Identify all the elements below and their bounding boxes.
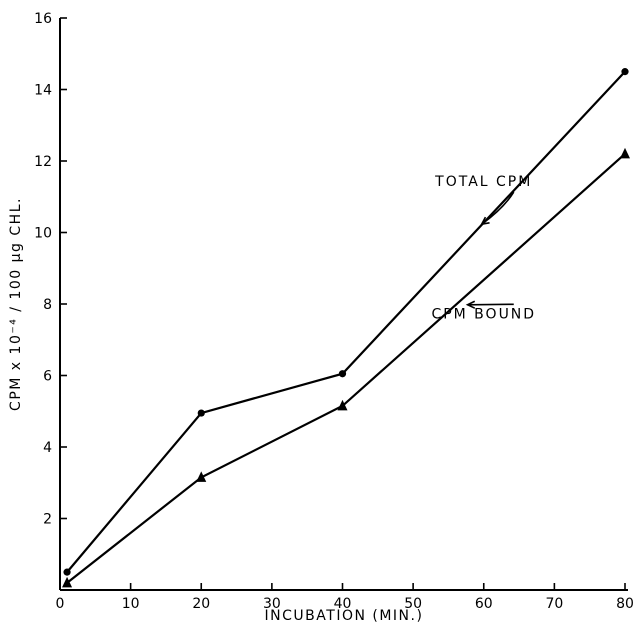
- x-tick-label: 0: [56, 596, 65, 612]
- annotation-arrowhead: [465, 300, 476, 309]
- data-point-triangle: [620, 147, 630, 159]
- annotation-arrow: [481, 191, 515, 225]
- series-line-1: [66, 153, 626, 584]
- x-ticks: 0 10 20 30 40 50 60 70 80: [56, 583, 634, 612]
- y-tick-label: 16: [34, 11, 52, 27]
- annotation-label: TOTAL CPM: [434, 174, 532, 190]
- x-tick-label: 40: [334, 596, 352, 612]
- x-tick-label: 30: [263, 596, 281, 612]
- x-tick-label: 70: [545, 596, 563, 612]
- data-point-circle: [338, 370, 347, 378]
- x-tick-label: 20: [192, 596, 210, 612]
- axes: [59, 18, 628, 591]
- data-point-triangle: [196, 471, 207, 482]
- data-point-circle: [63, 568, 71, 576]
- y-ticks: 2 4 6 8 10 12 14 16: [34, 11, 67, 528]
- annotations: TOTAL CPM CPM BOUND: [431, 174, 536, 322]
- data-point-triangle: [62, 576, 73, 588]
- series-line-0: [66, 70, 626, 573]
- x-tick-label: 60: [475, 596, 493, 612]
- y-tick-label: 12: [34, 154, 52, 170]
- x-tick-label: 50: [404, 596, 422, 612]
- y-tick-label: 8: [43, 297, 52, 313]
- y-tick-label: 6: [43, 369, 52, 385]
- annotation-arrowhead: [480, 216, 490, 226]
- data-point-triangle: [337, 399, 348, 411]
- y-tick-label: 4: [43, 440, 52, 456]
- data-point-circle: [197, 409, 205, 417]
- y-tick-label: 10: [34, 226, 52, 242]
- y-tick-label: 14: [34, 83, 52, 99]
- data-point-circle: [621, 68, 629, 76]
- annotation-label: CPM BOUND: [431, 306, 536, 322]
- x-tick-label: 10: [122, 596, 140, 612]
- x-tick-label: 80: [616, 596, 634, 612]
- x-axis-title: INCUBATION (MIN.): [265, 608, 424, 624]
- series-layer: [62, 68, 630, 588]
- y-tick-label: 2: [43, 512, 52, 528]
- y-axis-title: CPM x 10⁻⁴ / 100 µg CHL.: [8, 197, 24, 411]
